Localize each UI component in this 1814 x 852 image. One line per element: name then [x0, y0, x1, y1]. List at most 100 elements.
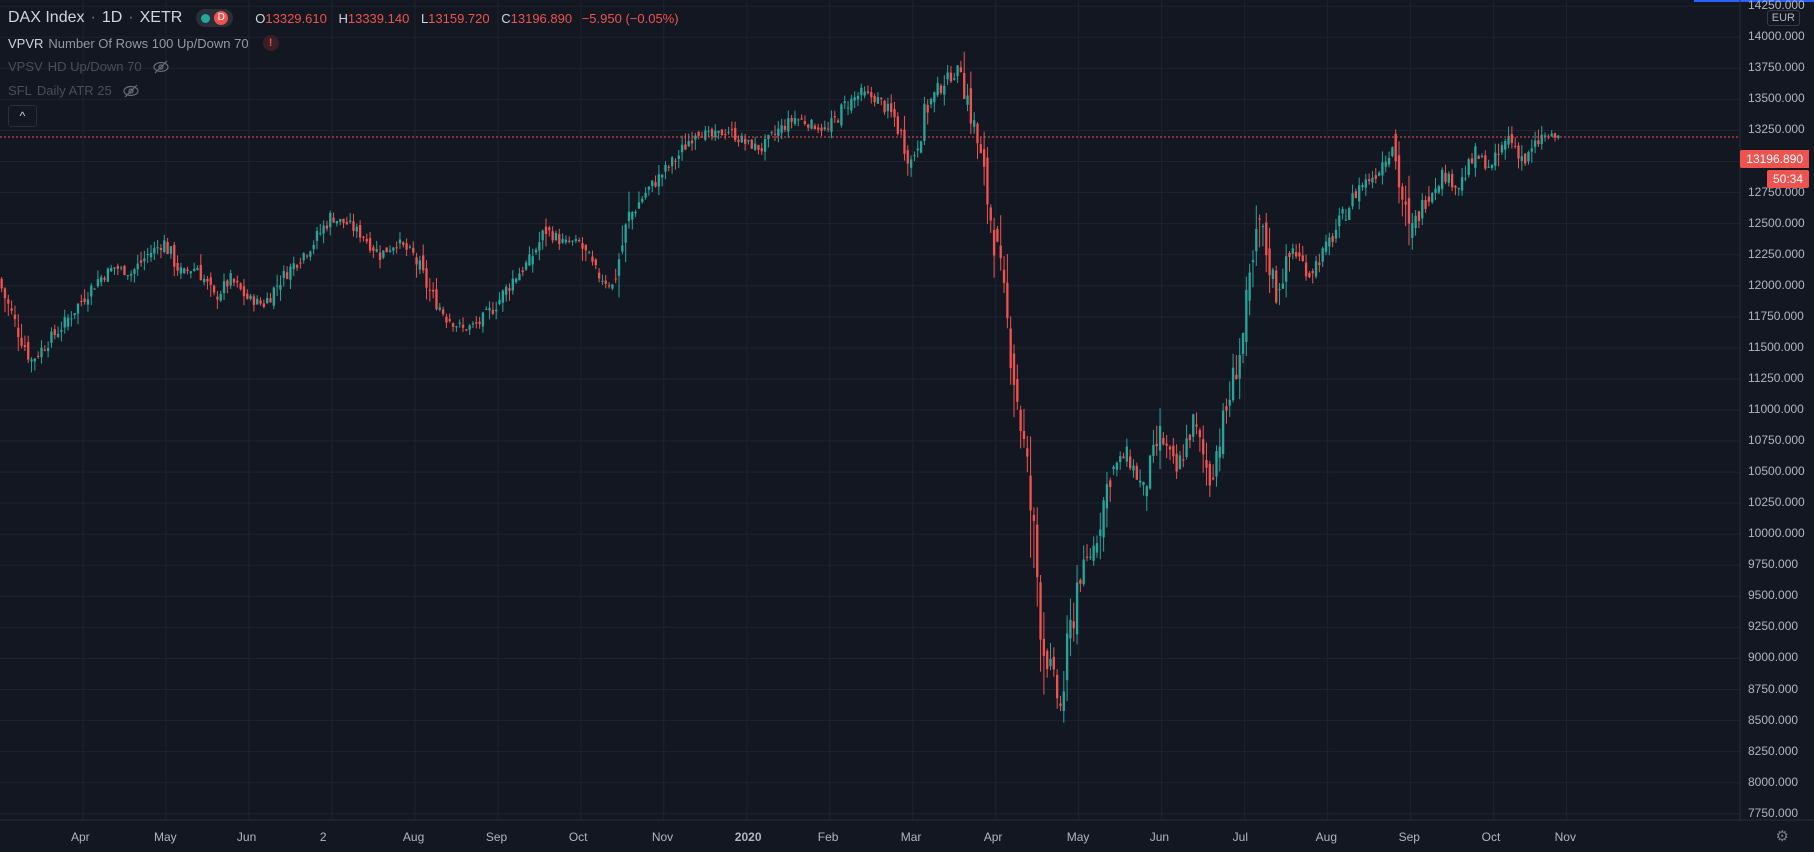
eye-crossed-icon[interactable] — [152, 60, 170, 74]
candle-body — [1464, 178, 1467, 180]
exclamation-icon[interactable]: ! — [262, 35, 279, 51]
candle-body — [1069, 619, 1072, 639]
candle-body — [1049, 659, 1052, 667]
candle-body — [1494, 152, 1497, 166]
candle-body — [1514, 145, 1517, 147]
time-tick-label: May — [153, 830, 177, 844]
candle-body — [850, 98, 853, 111]
candle-body — [670, 157, 674, 167]
symbol-name[interactable]: DAX Index — [8, 9, 85, 26]
candle-body — [614, 278, 617, 280]
candle-body — [222, 281, 226, 294]
candle-body — [856, 95, 860, 100]
price-tick-label: 8500.000 — [1748, 712, 1799, 727]
time-tick-label: Apr — [70, 830, 90, 844]
candle-body — [1168, 446, 1172, 450]
candle-body — [56, 333, 60, 337]
candle-body — [53, 329, 56, 336]
candle-body — [1178, 455, 1182, 470]
candle-body — [1454, 185, 1457, 188]
time-tick-label: Aug — [1315, 830, 1338, 844]
candle-body — [1374, 175, 1377, 179]
indicator-vpsv[interactable]: VPSV HD Up/Down 70 — [8, 59, 170, 74]
candle-body — [179, 267, 183, 274]
candle-body — [1474, 146, 1477, 168]
candle-body — [697, 131, 700, 136]
candle-body — [1251, 260, 1255, 263]
candle-body — [219, 293, 222, 301]
candle-body — [146, 254, 149, 256]
candle-body — [279, 284, 282, 290]
candle-body — [1006, 282, 1009, 319]
indicator-vpvr[interactable]: VPVR Number Of Rows 100 Up/Down 70 ! — [8, 35, 279, 51]
candle-body — [876, 97, 880, 104]
candle-body — [405, 243, 408, 250]
candle-body — [13, 314, 17, 320]
candle-body — [1321, 248, 1324, 262]
market-status-badge[interactable]: D — [196, 9, 234, 27]
candle-body — [1384, 161, 1387, 167]
candle-body — [1407, 198, 1411, 224]
candle-body — [315, 230, 319, 241]
candle-body — [1258, 218, 1261, 220]
candle-body — [1016, 379, 1019, 402]
candle-body — [505, 286, 508, 295]
candle-body — [1155, 443, 1158, 447]
candle-body — [1036, 524, 1039, 578]
candle-body — [1245, 289, 1248, 342]
candle-body — [1351, 193, 1354, 207]
candle-body — [1424, 200, 1427, 209]
candle-body — [252, 296, 256, 305]
candle-body — [1102, 500, 1105, 538]
candle-body — [963, 72, 966, 99]
price-tick-label: 8750.000 — [1748, 681, 1799, 696]
candle-body — [266, 298, 269, 304]
candle-body — [491, 309, 495, 314]
symbol-legend[interactable]: DAX Index · 1D · XETR D O13329.610 H1333… — [8, 9, 679, 27]
time-tick-label: Jul — [1232, 830, 1249, 844]
eye-crossed-icon[interactable] — [122, 84, 140, 98]
candle-body — [1215, 451, 1218, 477]
price-tick-label: 9500.000 — [1748, 588, 1799, 603]
candle-body — [385, 247, 388, 253]
candle-body — [1261, 226, 1265, 228]
candle-body — [863, 91, 866, 96]
price-tick-label: 12250.000 — [1748, 246, 1805, 261]
candle-body — [1132, 465, 1135, 471]
candle-body — [93, 288, 96, 290]
candle-body — [1198, 430, 1202, 438]
indicator-sfl[interactable]: SFL Daily ATR 25 — [8, 83, 140, 98]
chevron-up-icon[interactable]: ^ — [8, 105, 37, 127]
candle-body — [355, 226, 358, 232]
gear-icon[interactable]: ⚙ — [1775, 828, 1789, 845]
candle-body — [501, 290, 505, 303]
candle-body — [654, 182, 657, 187]
price-tick-label: 10500.000 — [1748, 464, 1805, 479]
candle-body — [1367, 179, 1371, 182]
candle-body — [1145, 486, 1148, 497]
candle-body — [1533, 140, 1537, 148]
candle-body — [345, 221, 349, 225]
candle-body — [624, 224, 627, 243]
interval-label[interactable]: 1D — [101, 9, 123, 26]
candle-body — [378, 252, 382, 260]
candle-body — [564, 239, 568, 243]
candle-body — [1271, 269, 1275, 279]
candle-body — [800, 118, 803, 120]
candle-body — [684, 144, 687, 150]
candle-body — [236, 280, 239, 283]
candle-body — [335, 220, 339, 224]
currency-label[interactable]: EUR — [1766, 10, 1800, 26]
indicator-name: VPVR — [8, 35, 44, 51]
candle-body — [1450, 174, 1454, 188]
candle-body — [156, 247, 159, 249]
candle-body — [826, 128, 830, 130]
candle-body — [1543, 135, 1547, 138]
candle-body — [743, 138, 747, 144]
candle-body — [40, 347, 43, 358]
candle-body — [448, 319, 451, 322]
candle-body — [953, 78, 956, 80]
candle-body — [528, 254, 531, 266]
